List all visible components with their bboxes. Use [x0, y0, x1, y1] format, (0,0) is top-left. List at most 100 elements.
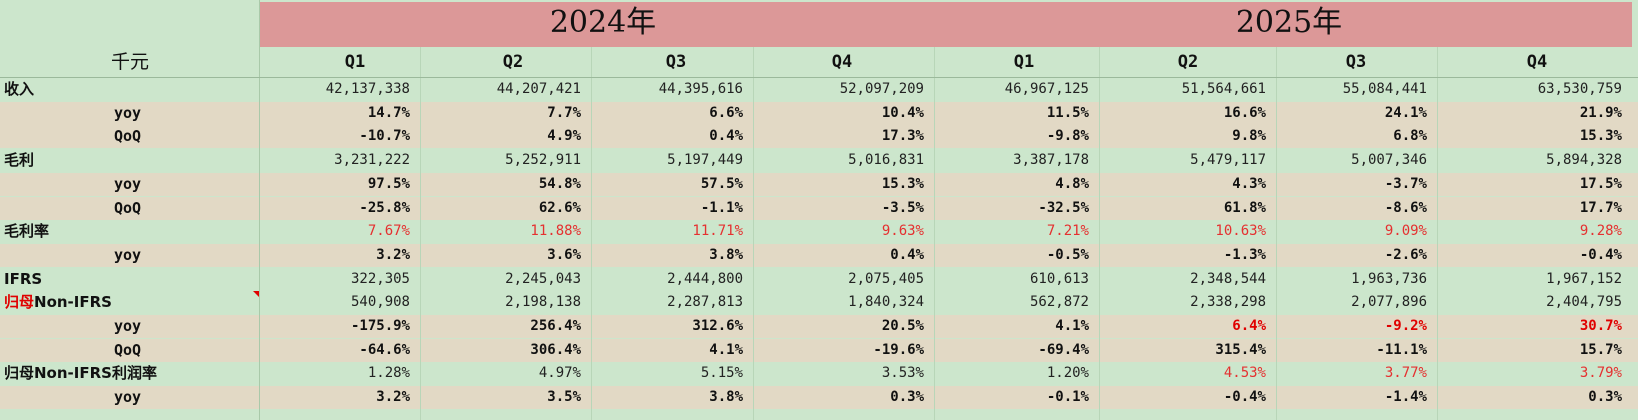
table-cell[interactable]: 10.63% — [1215, 223, 1266, 240]
row-label[interactable]: QoQ — [114, 127, 142, 146]
table-cell[interactable]: 3.5% — [547, 389, 581, 406]
table-cell[interactable]: 5,252,911 — [505, 152, 581, 169]
table-cell[interactable]: 322,305 — [350, 270, 410, 287]
table-cell[interactable]: 3.8% — [709, 246, 743, 263]
table-cell[interactable]: 17.3% — [881, 128, 924, 145]
table-cell[interactable]: -2.6% — [1384, 246, 1427, 263]
table-cell[interactable]: -1.4% — [1384, 389, 1427, 406]
row-label[interactable]: 归母Non-IFRS — [4, 291, 112, 314]
table-cell[interactable]: 15.3% — [1579, 128, 1622, 145]
table-cell[interactable]: 5,016,831 — [848, 152, 924, 169]
table-cell[interactable]: 9.09% — [1384, 223, 1427, 240]
table-cell[interactable]: 0.3% — [890, 389, 924, 406]
comment-indicator-icon[interactable] — [253, 291, 259, 298]
row-label[interactable]: yoy — [114, 174, 142, 193]
year-header-2025[interactable]: 2025年 — [1235, 5, 1343, 40]
quarter-header[interactable]: Q2 — [502, 52, 524, 72]
table-cell[interactable]: 5.15% — [700, 365, 743, 382]
table-cell[interactable]: 2,075,405 — [848, 270, 924, 287]
row-label[interactable]: QoQ — [114, 198, 142, 217]
table-cell[interactable]: 44,395,616 — [658, 81, 743, 97]
row-label[interactable]: 归母Non-IFRS利润率 — [4, 364, 157, 383]
table-cell[interactable]: -0.5% — [1046, 246, 1089, 263]
table-cell[interactable]: 57.5% — [700, 175, 743, 192]
table-cell[interactable]: 4.3% — [1232, 175, 1266, 192]
table-cell[interactable]: 1.20% — [1046, 365, 1089, 382]
table-cell[interactable]: 3.77% — [1384, 365, 1427, 382]
table-cell[interactable]: -3.7% — [1384, 175, 1427, 192]
table-cell[interactable]: 2,404,795 — [1546, 294, 1622, 311]
table-cell[interactable]: 1.28% — [367, 365, 410, 382]
table-cell[interactable]: 3,231,222 — [334, 152, 410, 169]
quarter-header[interactable]: Q1 — [344, 52, 366, 72]
quarter-header[interactable]: Q3 — [665, 52, 687, 72]
table-cell[interactable]: 312.6% — [692, 318, 743, 334]
table-cell[interactable]: -9.8% — [1046, 128, 1089, 145]
table-cell[interactable]: 11.71% — [692, 223, 743, 240]
table-cell[interactable]: 17.5% — [1579, 175, 1622, 192]
table-cell[interactable]: 17.7% — [1579, 199, 1622, 216]
table-cell[interactable]: -64.6% — [359, 341, 410, 358]
table-cell[interactable]: 15.3% — [881, 175, 924, 192]
row-label[interactable]: IFRS — [4, 269, 43, 288]
quarter-header[interactable]: Q1 — [1013, 52, 1035, 72]
table-cell[interactable]: -0.4% — [1223, 389, 1266, 406]
table-cell[interactable]: -69.4% — [1038, 341, 1089, 358]
table-cell[interactable]: 9.63% — [881, 223, 924, 240]
table-cell[interactable]: 4.9% — [547, 128, 581, 145]
table-cell[interactable]: -3.5% — [881, 199, 924, 216]
table-cell[interactable]: -8.6% — [1384, 199, 1427, 216]
row-label[interactable]: yoy — [114, 317, 142, 335]
table-cell[interactable]: 7.67% — [367, 223, 410, 240]
table-cell[interactable]: 2,077,896 — [1351, 294, 1427, 311]
quarter-header[interactable]: Q3 — [1345, 52, 1367, 72]
unit-label[interactable]: 千元 — [110, 51, 149, 73]
table-cell[interactable]: -175.9% — [350, 318, 410, 334]
table-cell[interactable]: 54.8% — [538, 175, 581, 192]
row-label[interactable]: 收入 — [4, 80, 35, 98]
table-cell[interactable]: 306.4% — [530, 341, 581, 358]
table-cell[interactable]: -0.4% — [1579, 246, 1622, 263]
table-cell[interactable]: 2,287,813 — [667, 294, 743, 311]
table-cell[interactable]: 1,840,324 — [848, 294, 924, 311]
table-cell[interactable]: 5,479,117 — [1190, 152, 1266, 169]
table-cell[interactable]: 7.21% — [1046, 223, 1089, 240]
table-cell[interactable]: 0.3% — [1588, 389, 1622, 406]
table-cell[interactable]: -11.1% — [1376, 341, 1427, 358]
table-cell[interactable]: 3.8% — [709, 389, 743, 406]
row-label[interactable]: yoy — [114, 245, 142, 264]
table-cell[interactable]: -25.8% — [359, 199, 410, 216]
table-cell[interactable]: 2,245,043 — [505, 270, 581, 287]
table-cell[interactable]: -32.5% — [1038, 199, 1089, 216]
table-cell[interactable]: 55,084,441 — [1342, 81, 1427, 97]
table-cell[interactable]: 21.9% — [1579, 104, 1622, 121]
table-cell[interactable]: 540,908 — [350, 294, 410, 311]
table-cell[interactable]: 63,530,759 — [1537, 81, 1622, 97]
table-cell[interactable]: 1,967,152 — [1546, 270, 1622, 287]
table-cell[interactable]: 9.8% — [1232, 128, 1266, 145]
row-label[interactable]: yoy — [114, 388, 142, 407]
table-cell[interactable]: 52,097,209 — [839, 81, 924, 97]
table-cell[interactable]: 2,198,138 — [505, 294, 581, 311]
table-cell[interactable]: 4.97% — [538, 365, 581, 382]
quarter-header[interactable]: Q4 — [831, 52, 853, 72]
row-label[interactable]: 毛利 — [4, 151, 35, 170]
quarter-header[interactable]: Q4 — [1526, 52, 1548, 72]
table-cell[interactable]: 0.4% — [709, 128, 743, 145]
table-cell[interactable]: 51,564,661 — [1181, 81, 1266, 97]
table-cell[interactable]: -10.7% — [359, 128, 410, 145]
table-cell[interactable]: 3.2% — [376, 246, 410, 263]
table-cell[interactable]: 4.1% — [709, 341, 743, 358]
table-cell[interactable]: 0.4% — [890, 246, 924, 263]
table-cell[interactable]: 11.88% — [530, 223, 581, 240]
table-cell[interactable]: 4.53% — [1223, 365, 1266, 382]
row-label[interactable]: 毛利率 — [4, 222, 50, 241]
table-cell[interactable]: 256.4% — [530, 318, 581, 334]
table-cell[interactable]: 315.4% — [1215, 341, 1266, 358]
row-label[interactable]: QoQ — [114, 340, 142, 359]
table-cell[interactable]: 5,894,328 — [1546, 152, 1622, 169]
table-cell[interactable]: 2,338,298 — [1190, 294, 1266, 311]
table-cell[interactable]: -0.1% — [1046, 389, 1089, 406]
table-cell[interactable]: 5,197,449 — [667, 152, 743, 169]
table-cell[interactable]: 4.1% — [1055, 318, 1089, 334]
